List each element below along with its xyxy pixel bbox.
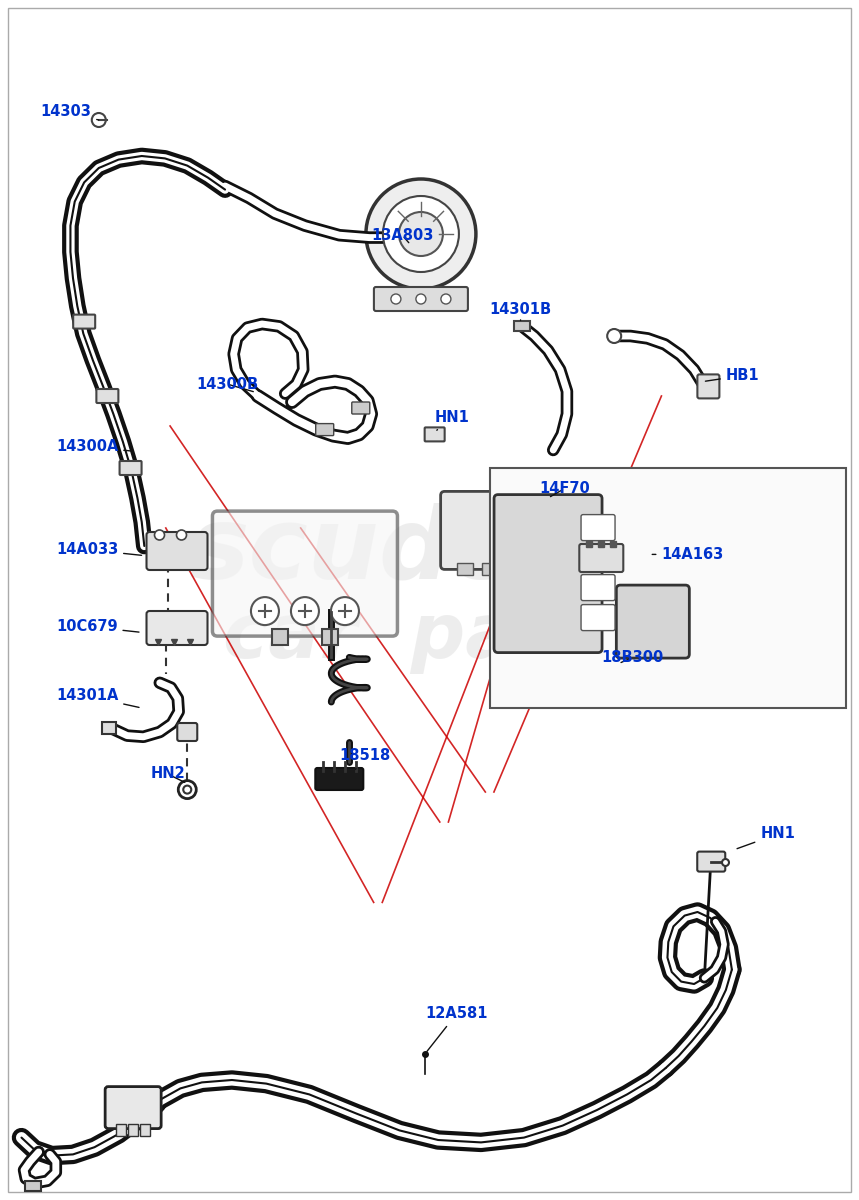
- FancyBboxPatch shape: [352, 402, 369, 414]
- FancyBboxPatch shape: [105, 1087, 161, 1128]
- Text: 14303: 14303: [40, 104, 99, 120]
- FancyBboxPatch shape: [581, 545, 615, 571]
- Text: HN1: HN1: [435, 410, 470, 431]
- Bar: [25, 1181, 40, 1190]
- Circle shape: [155, 530, 165, 540]
- Bar: [507, 563, 522, 575]
- Circle shape: [183, 786, 192, 793]
- Bar: [533, 602, 555, 624]
- FancyBboxPatch shape: [147, 532, 208, 570]
- Bar: [555, 580, 576, 602]
- Bar: [599, 536, 620, 558]
- FancyBboxPatch shape: [177, 722, 198, 740]
- Bar: [457, 563, 472, 575]
- Bar: [116, 1123, 126, 1135]
- FancyBboxPatch shape: [315, 768, 363, 790]
- Bar: [620, 602, 643, 624]
- Text: 14300A: 14300A: [56, 439, 131, 454]
- FancyBboxPatch shape: [581, 515, 615, 540]
- Circle shape: [416, 294, 426, 304]
- Text: 14301B: 14301B: [490, 302, 551, 320]
- Bar: [599, 580, 620, 602]
- Bar: [576, 514, 599, 536]
- Circle shape: [383, 196, 459, 272]
- Circle shape: [331, 598, 359, 625]
- Text: 18B300: 18B300: [601, 650, 663, 665]
- Text: 14A163: 14A163: [652, 547, 723, 562]
- Circle shape: [391, 294, 401, 304]
- Text: HB1: HB1: [705, 368, 759, 383]
- Circle shape: [179, 781, 196, 799]
- Circle shape: [366, 179, 476, 289]
- Text: 14A033: 14A033: [56, 542, 142, 557]
- Bar: [515, 322, 530, 331]
- Text: 12A581: 12A581: [425, 1007, 488, 1051]
- Bar: [620, 558, 643, 580]
- Bar: [140, 1123, 150, 1135]
- Text: 18518: 18518: [339, 749, 391, 769]
- FancyBboxPatch shape: [212, 511, 398, 636]
- FancyBboxPatch shape: [581, 605, 615, 631]
- Bar: [322, 629, 338, 646]
- FancyBboxPatch shape: [424, 427, 445, 442]
- FancyBboxPatch shape: [73, 314, 95, 329]
- Bar: [555, 536, 576, 558]
- Circle shape: [92, 113, 106, 127]
- FancyBboxPatch shape: [316, 424, 333, 436]
- Bar: [576, 602, 599, 624]
- Text: 13A803: 13A803: [371, 228, 434, 242]
- Circle shape: [176, 530, 186, 540]
- Circle shape: [607, 329, 621, 343]
- Bar: [482, 563, 497, 575]
- FancyBboxPatch shape: [119, 461, 142, 475]
- FancyBboxPatch shape: [581, 575, 615, 600]
- Bar: [128, 1123, 138, 1135]
- Bar: [490, 468, 846, 708]
- Text: HN2: HN2: [150, 767, 185, 782]
- Text: 14301A: 14301A: [56, 689, 139, 708]
- FancyBboxPatch shape: [147, 611, 208, 646]
- FancyBboxPatch shape: [374, 287, 468, 311]
- Bar: [272, 629, 288, 646]
- FancyBboxPatch shape: [494, 494, 602, 653]
- FancyBboxPatch shape: [698, 852, 725, 871]
- FancyBboxPatch shape: [617, 586, 689, 658]
- FancyBboxPatch shape: [579, 544, 624, 572]
- FancyBboxPatch shape: [698, 374, 719, 398]
- Bar: [576, 558, 599, 580]
- Bar: [533, 514, 555, 536]
- Circle shape: [251, 598, 279, 625]
- Bar: [101, 722, 116, 734]
- Text: 10C679: 10C679: [56, 619, 139, 634]
- Text: 14F70: 14F70: [539, 481, 590, 497]
- Circle shape: [399, 212, 443, 256]
- FancyBboxPatch shape: [96, 389, 119, 403]
- Text: car  parts: car parts: [222, 600, 637, 674]
- Text: 14300B: 14300B: [196, 377, 258, 391]
- Bar: [533, 558, 555, 580]
- Text: scuderia: scuderia: [189, 503, 670, 600]
- FancyBboxPatch shape: [441, 492, 539, 569]
- Circle shape: [291, 598, 319, 625]
- Circle shape: [441, 294, 451, 304]
- Text: HN1: HN1: [737, 827, 795, 848]
- Bar: [620, 514, 643, 536]
